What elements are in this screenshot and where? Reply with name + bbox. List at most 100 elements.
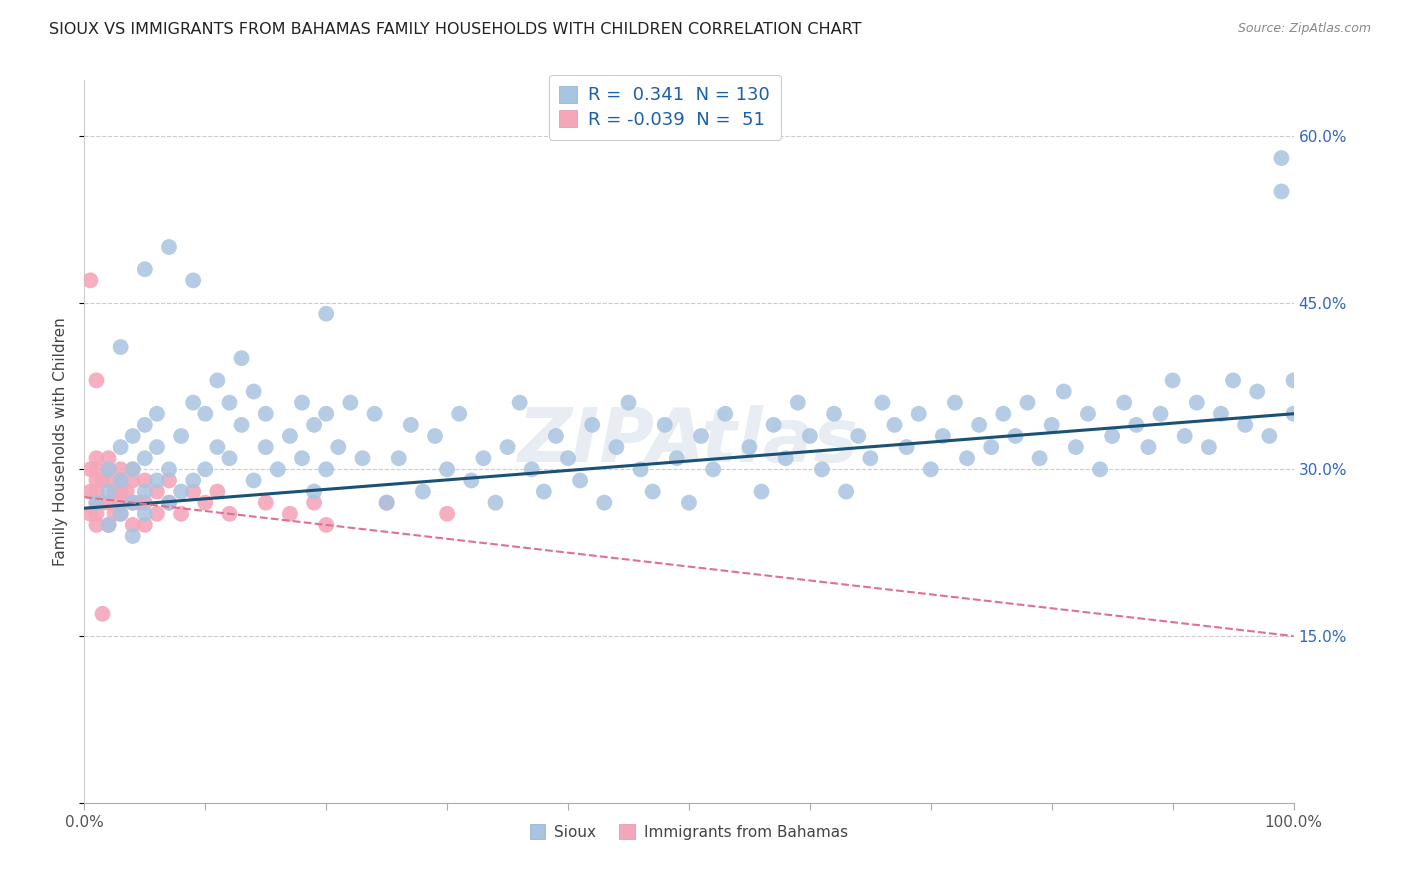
Point [993, 407, 1015, 421]
Point [157, 462, 180, 476]
Point [79, 484, 101, 499]
Point [980, 440, 1002, 454]
Point [1270, 151, 1292, 165]
Point [1222, 373, 1244, 387]
Point [170, 507, 193, 521]
Point [315, 407, 337, 421]
Point [97, 474, 120, 488]
Point [115, 484, 138, 499]
Point [690, 429, 713, 443]
Point [194, 407, 217, 421]
Point [484, 496, 506, 510]
Point [557, 451, 579, 466]
Point [157, 496, 180, 510]
Point [811, 462, 834, 476]
Point [254, 440, 277, 454]
Point [86, 474, 108, 488]
Point [496, 440, 519, 454]
Point [146, 484, 169, 499]
Point [423, 429, 446, 443]
Point [134, 484, 156, 499]
Point [1017, 395, 1039, 409]
Point [1101, 429, 1123, 443]
Point [242, 384, 264, 399]
Point [79, 462, 101, 476]
Point [146, 440, 169, 454]
Point [181, 474, 204, 488]
Point [134, 496, 156, 510]
Point [110, 340, 132, 354]
Point [218, 451, 240, 466]
Point [315, 462, 337, 476]
Y-axis label: Family Households with Children: Family Households with Children [53, 318, 69, 566]
Point [194, 496, 217, 510]
Point [97, 462, 120, 476]
Point [291, 451, 314, 466]
Point [315, 517, 337, 532]
Point [799, 429, 821, 443]
Point [678, 496, 700, 510]
Point [569, 474, 592, 488]
Point [86, 451, 108, 466]
Point [883, 417, 905, 432]
Point [181, 395, 204, 409]
Point [375, 496, 398, 510]
Point [581, 417, 603, 432]
Point [412, 484, 434, 499]
Point [170, 484, 193, 499]
Point [110, 484, 132, 499]
Point [207, 440, 229, 454]
Point [134, 451, 156, 466]
Point [315, 307, 337, 321]
Point [1149, 407, 1171, 421]
Point [97, 484, 120, 499]
Point [157, 474, 180, 488]
Point [593, 496, 616, 510]
Point [654, 417, 676, 432]
Point [1088, 462, 1111, 476]
Point [91, 496, 114, 510]
Point [231, 351, 253, 366]
Point [278, 507, 301, 521]
Point [110, 462, 132, 476]
Point [1258, 429, 1281, 443]
Point [121, 517, 143, 532]
Point [1125, 417, 1147, 432]
Point [110, 507, 132, 521]
Point [86, 507, 108, 521]
Point [97, 496, 120, 510]
Point [846, 429, 869, 443]
Point [449, 407, 471, 421]
Point [641, 484, 664, 499]
Point [967, 417, 990, 432]
Point [91, 474, 114, 488]
Point [1234, 417, 1257, 432]
Point [86, 517, 108, 532]
Point [302, 496, 325, 510]
Point [254, 496, 277, 510]
Point [110, 474, 132, 488]
Point [1053, 384, 1076, 399]
Point [86, 496, 108, 510]
Point [302, 417, 325, 432]
Point [835, 484, 858, 499]
Point [267, 462, 290, 476]
Point [231, 417, 253, 432]
Point [920, 462, 942, 476]
Point [134, 507, 156, 521]
Point [194, 462, 217, 476]
Point [207, 373, 229, 387]
Point [110, 496, 132, 510]
Point [762, 417, 785, 432]
Point [943, 395, 966, 409]
Point [399, 417, 422, 432]
Point [617, 395, 640, 409]
Point [134, 474, 156, 488]
Point [859, 451, 882, 466]
Point [110, 474, 132, 488]
Point [352, 451, 374, 466]
Point [533, 484, 555, 499]
Point [1040, 417, 1063, 432]
Point [339, 395, 361, 409]
Point [932, 429, 955, 443]
